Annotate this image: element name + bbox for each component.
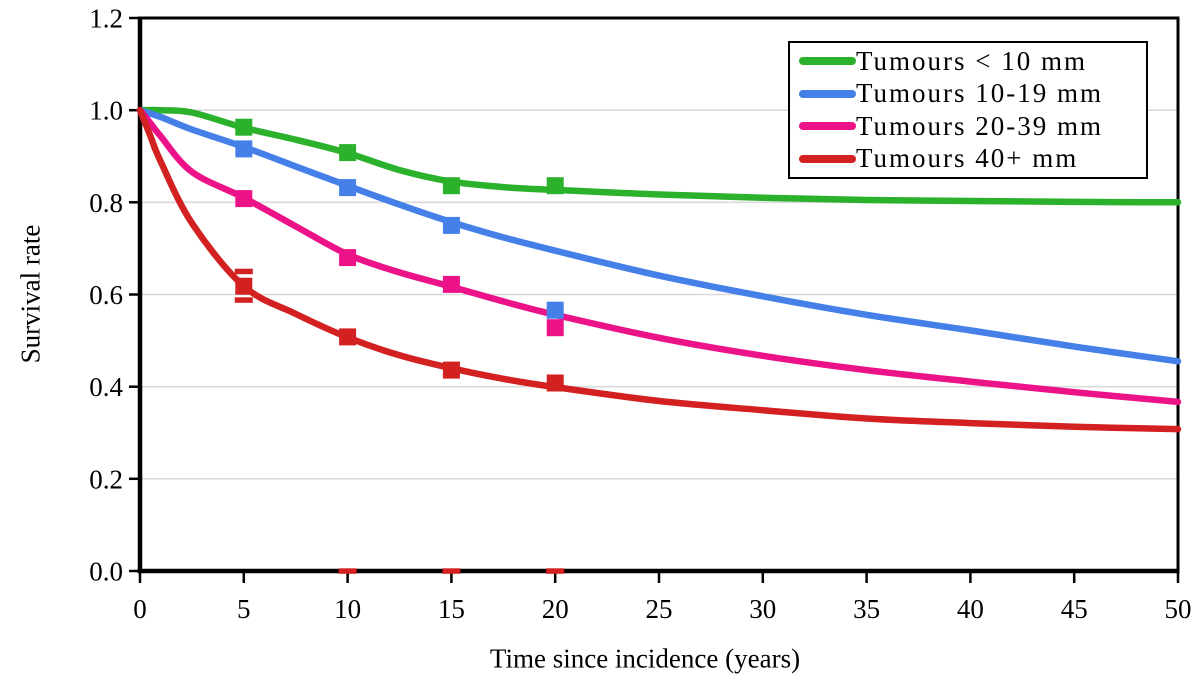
x-tick-label: 25 bbox=[646, 594, 673, 624]
y-tick-label: 0.8 bbox=[89, 188, 123, 218]
x-tick-label: 10 bbox=[334, 594, 361, 624]
marker-series-2 bbox=[442, 275, 460, 293]
legend-swatch-pink bbox=[799, 122, 856, 131]
x-tick-label: 45 bbox=[1061, 594, 1088, 624]
x-tick-label: 0 bbox=[133, 594, 147, 624]
curve-series-2 bbox=[136, 106, 1182, 406]
marker-series-3 bbox=[546, 374, 564, 392]
marker-series-2 bbox=[339, 249, 357, 267]
x-tick-label: 20 bbox=[542, 594, 569, 624]
red-dash-mark bbox=[234, 268, 253, 275]
marker-series-1 bbox=[339, 179, 357, 197]
x-tick-label: 50 bbox=[1165, 594, 1192, 624]
marker-series-3 bbox=[339, 328, 357, 346]
legend-swatch-blue bbox=[799, 89, 856, 98]
marker-series-2 bbox=[235, 190, 253, 208]
marker-series-1 bbox=[546, 301, 564, 319]
legend-label: Tumours < 10 mm bbox=[856, 45, 1088, 76]
legend-swatch-green bbox=[799, 57, 856, 66]
red-dash-mark bbox=[234, 297, 253, 303]
marker-series-0 bbox=[442, 177, 460, 195]
marker-series-2 bbox=[546, 319, 564, 337]
legend-row-tumours-lt-10mm: Tumours < 10 mm bbox=[799, 45, 1146, 77]
y-axis-title: Survival rate bbox=[15, 224, 46, 364]
red-dash-mark bbox=[338, 568, 357, 574]
marker-series-3 bbox=[235, 277, 253, 295]
legend: Tumours < 10 mm Tumours 10-19 mm Tumours… bbox=[788, 41, 1148, 179]
red-dash-mark bbox=[442, 568, 461, 574]
marker-series-1 bbox=[235, 140, 253, 158]
y-tick-label: 0.0 bbox=[89, 557, 123, 587]
red-dash-mark bbox=[546, 568, 565, 574]
legend-label: Tumours 40+ mm bbox=[856, 143, 1079, 174]
legend-label: Tumours 20-39 mm bbox=[856, 110, 1104, 141]
x-tick-label: 40 bbox=[957, 594, 984, 624]
legend-row-tumours-40plus-mm: Tumours 40+ mm bbox=[799, 143, 1146, 175]
y-tick-label: 0.6 bbox=[89, 280, 123, 310]
marker-series-0 bbox=[235, 118, 253, 136]
legend-row-tumours-10-19mm: Tumours 10-19 mm bbox=[799, 78, 1146, 110]
y-tick-label: 0.2 bbox=[89, 464, 123, 494]
legend-swatch-red bbox=[799, 154, 856, 163]
marker-series-0 bbox=[339, 144, 357, 162]
legend-label: Tumours 10-19 mm bbox=[856, 78, 1104, 109]
marker-series-3 bbox=[442, 361, 460, 379]
y-tick-label: 0.4 bbox=[89, 372, 123, 402]
y-tick-label: 1.0 bbox=[89, 96, 123, 126]
marker-series-0 bbox=[546, 177, 564, 195]
legend-row-tumours-20-39mm: Tumours 20-39 mm bbox=[799, 110, 1146, 142]
x-tick-label: 30 bbox=[749, 594, 776, 624]
marker-series-1 bbox=[442, 216, 460, 234]
y-tick-label: 1.2 bbox=[89, 4, 123, 34]
curve-series-3 bbox=[136, 106, 1182, 433]
x-axis-title: Time since incidence (years) bbox=[489, 643, 801, 674]
x-tick-label: 15 bbox=[438, 594, 465, 624]
x-tick-label: 35 bbox=[853, 594, 880, 624]
x-tick-label: 5 bbox=[237, 594, 251, 624]
